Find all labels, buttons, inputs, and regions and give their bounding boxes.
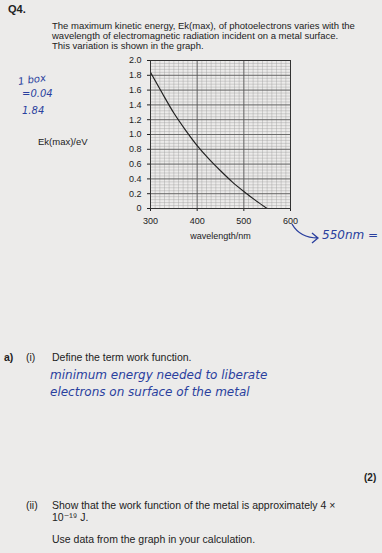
svg-text:2.0: 2.0 (129, 55, 142, 65)
html-text:This variation is shown in the: This variation is shown in the graph. (52, 40, 204, 51)
html-text:Q4.: Q4. (8, 3, 26, 15)
svg-text:0.6: 0.6 (129, 159, 142, 169)
html-text:electrons on surface of the me: electrons on surface of the metal (50, 385, 250, 399)
html-text:1.84: 1.84 (22, 105, 45, 116)
svg-text:0.8: 0.8 (129, 144, 142, 154)
svg-text:1.4: 1.4 (129, 100, 142, 110)
html-text:(ii): (ii) (26, 499, 38, 511)
html-text:10⁻¹⁹ J.: 10⁻¹⁹ J. (52, 511, 89, 523)
svg-text:500: 500 (236, 216, 251, 226)
html-text:Use data from the graph in you: Use data from the graph in your calculat… (52, 533, 256, 545)
html-text:Ek(max)/eV: Ek(max)/eV (38, 136, 88, 147)
html-text:Define the term work function.: Define the term work function. (52, 351, 192, 363)
html-text:(2): (2) (364, 472, 377, 483)
html-text:The maximum kinetic energy, Ek: The maximum kinetic energy, Ek(max), of … (52, 20, 355, 31)
html-text:a): a) (4, 351, 14, 363)
html-text:=0.04: =0.04 (22, 88, 53, 99)
svg-text:1.8: 1.8 (129, 70, 142, 80)
svg-text:1.6: 1.6 (129, 85, 142, 95)
svg-text:300: 300 (143, 216, 158, 226)
svg-text:1.0: 1.0 (129, 129, 142, 139)
html-text:550nm =: 550nm = (322, 228, 379, 242)
html-text:1 box: 1 box (17, 72, 47, 87)
html-text:minimum energy needed to liber: minimum energy needed to liberate (50, 368, 268, 382)
html-text:wavelength of electromagnetic: wavelength of electromagnetic radiation … (52, 30, 339, 41)
html-text:(i): (i) (26, 351, 36, 363)
svg-text:400: 400 (190, 216, 205, 226)
svg-text:600: 600 (283, 216, 298, 226)
svg-text:0.4: 0.4 (129, 174, 142, 184)
svg-text:wavelength/nm: wavelength/nm (189, 231, 251, 241)
svg-text:0: 0 (136, 203, 141, 213)
svg-text:0.2: 0.2 (129, 189, 142, 199)
svg-text:1.2: 1.2 (129, 115, 142, 125)
html-text:Show that the work function of: Show that the work function of the metal… (52, 499, 336, 511)
